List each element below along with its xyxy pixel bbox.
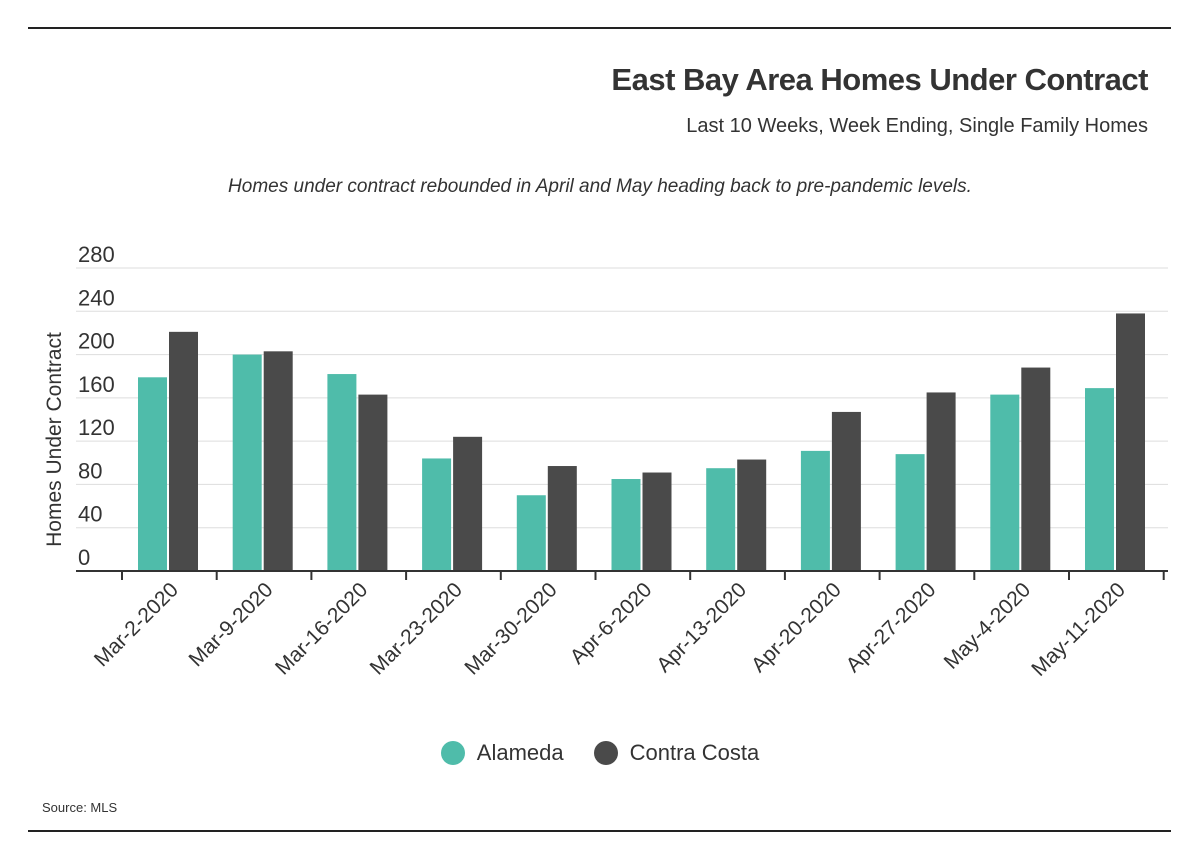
bar-contra-costa [358, 394, 388, 571]
bar-alameda [422, 458, 452, 571]
bar-alameda [800, 450, 830, 571]
chart-title: East Bay Area Homes Under Contract [611, 62, 1148, 97]
bar-alameda [895, 454, 925, 571]
legend-item-contra-costa: Contra Costa [593, 740, 760, 766]
x-tick-label: Mar-30-2020 [460, 578, 561, 679]
x-tick-label: Apr-13-2020 [652, 578, 751, 677]
bar-contra-costa [453, 436, 483, 571]
x-tick-label: Mar-16-2020 [271, 578, 372, 679]
chart-subtitle: Last 10 Weeks, Week Ending, Single Famil… [686, 115, 1148, 137]
y-tick-label: 200 [78, 329, 115, 354]
legend-item-alameda: Alameda [440, 740, 564, 766]
y-tick-label: 120 [78, 415, 115, 440]
bar-contra-costa [926, 392, 956, 571]
chart-note: Homes under contract rebounded in April … [228, 176, 972, 197]
y-tick-label: 80 [78, 458, 102, 483]
bar-contra-costa [1021, 367, 1051, 571]
y-tick-label: 280 [78, 242, 115, 267]
legend-label-contra-costa: Contra Costa [629, 740, 760, 765]
x-tick-label: Mar-23-2020 [366, 578, 467, 679]
x-tick-label: Apr-6-2020 [566, 578, 657, 669]
bar-contra-costa [169, 331, 198, 571]
legend: Alameda Contra Costa [0, 740, 1200, 766]
bar-contra-costa [737, 459, 767, 571]
x-tick-label: May-11-2020 [1027, 578, 1130, 681]
y-tick-label: 0 [78, 545, 90, 570]
y-axis-title: Homes Under Contract [43, 332, 66, 547]
top-rule [28, 27, 1171, 29]
y-tick-label: 240 [78, 285, 115, 310]
y-tick-label: 160 [78, 372, 115, 397]
bar-contra-costa [642, 472, 672, 571]
x-tick-label: Mar-2-2020 [90, 578, 183, 671]
bar-alameda [232, 354, 262, 571]
bar-contra-costa [831, 411, 861, 571]
x-tick-label: Apr-20-2020 [747, 578, 846, 677]
bar-contra-costa [263, 351, 293, 571]
bar-alameda [611, 479, 641, 571]
bar-alameda [1085, 388, 1114, 571]
y-tick-label: 40 [78, 502, 102, 527]
legend-swatch-alameda [440, 741, 465, 765]
bar-alameda [138, 377, 167, 571]
bar-alameda [706, 468, 736, 571]
bar-contra-costa [547, 466, 577, 571]
legend-swatch-contra-costa [593, 741, 618, 765]
x-tick-label: Apr-27-2020 [842, 578, 941, 677]
legend-label-alameda: Alameda [476, 740, 564, 765]
x-tick-label: May-4-2020 [940, 578, 1036, 674]
bar-alameda [990, 394, 1020, 571]
bar-alameda [516, 495, 546, 571]
bar-contra-costa [1116, 313, 1145, 571]
bar-chart: 0 40 80 120 160 200 240 280 Homes Under Contract… [43, 242, 1168, 681]
bottom-rule [28, 830, 1171, 832]
x-tick-label: Mar-9-2020 [185, 578, 278, 671]
source-note: Source: MLS [42, 800, 118, 815]
bar-alameda [327, 374, 357, 571]
